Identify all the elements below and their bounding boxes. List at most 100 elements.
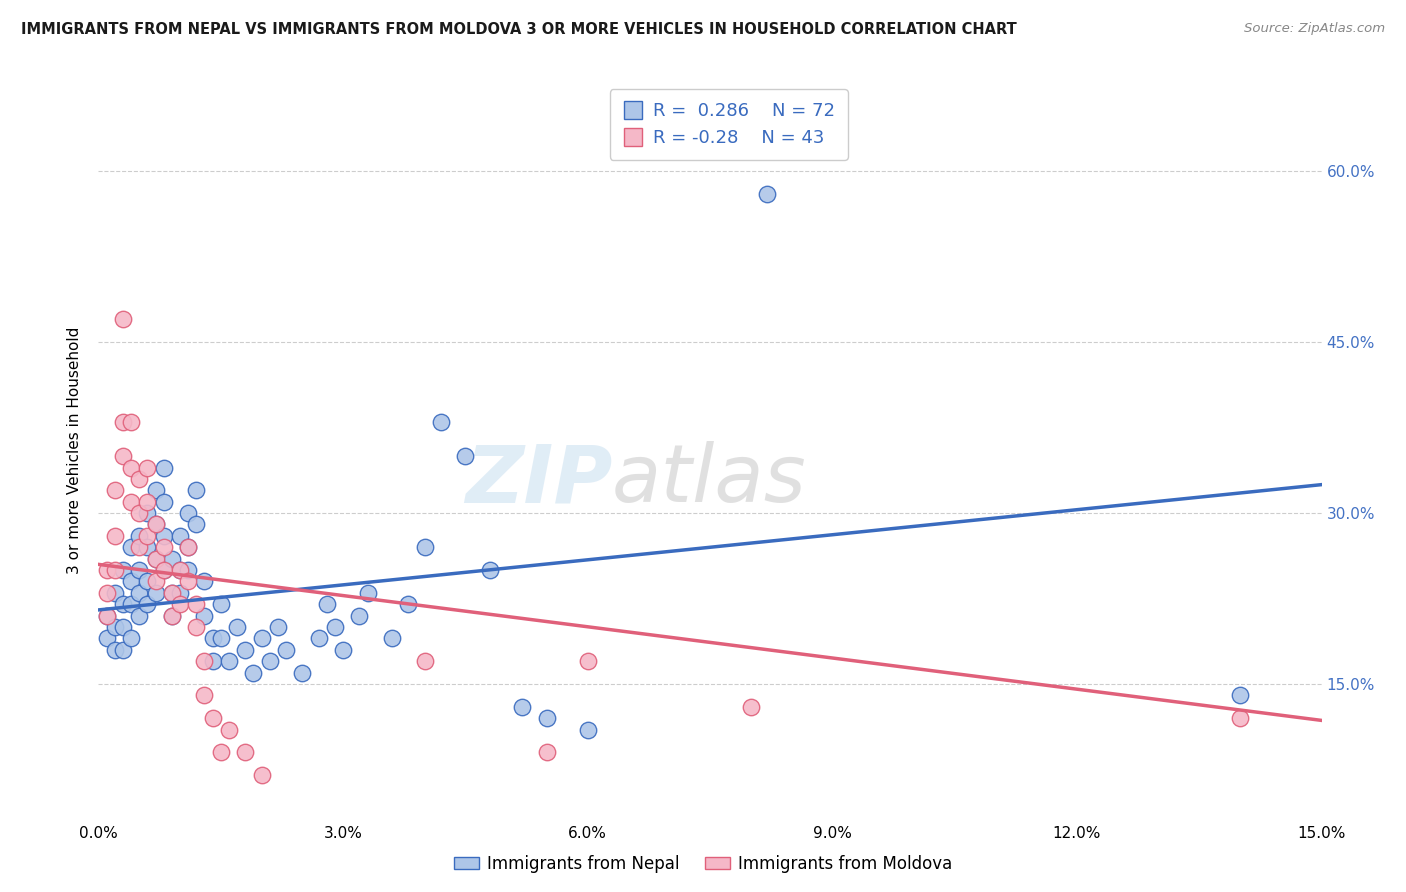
Point <box>209 632 232 646</box>
Point <box>152 541 174 555</box>
Point <box>209 745 232 759</box>
Point <box>250 768 273 782</box>
Point <box>152 494 174 508</box>
Point <box>740 699 762 714</box>
Point <box>111 563 134 577</box>
Point <box>136 529 159 543</box>
Point <box>356 586 378 600</box>
Point <box>145 517 167 532</box>
Point <box>111 415 134 429</box>
Point <box>186 517 208 532</box>
Point <box>259 654 281 668</box>
Point <box>218 654 240 668</box>
Point <box>128 506 150 520</box>
Point <box>104 563 127 577</box>
Point <box>104 483 127 498</box>
Point <box>332 642 354 657</box>
Point <box>536 745 558 759</box>
Y-axis label: 3 or more Vehicles in Household: 3 or more Vehicles in Household <box>67 326 83 574</box>
Point <box>315 597 337 611</box>
Point <box>128 586 150 600</box>
Point <box>430 415 453 429</box>
Point <box>136 460 159 475</box>
Point <box>1229 711 1251 725</box>
Point <box>136 506 159 520</box>
Point <box>396 597 419 611</box>
Point <box>120 632 142 646</box>
Point <box>242 665 264 680</box>
Point <box>177 563 200 577</box>
Point <box>120 415 142 429</box>
Point <box>177 506 200 520</box>
Point <box>177 541 200 555</box>
Text: IMMIGRANTS FROM NEPAL VS IMMIGRANTS FROM MOLDOVA 3 OR MORE VEHICLES IN HOUSEHOLD: IMMIGRANTS FROM NEPAL VS IMMIGRANTS FROM… <box>21 22 1017 37</box>
Point <box>145 551 167 566</box>
Point <box>160 608 183 623</box>
Point <box>128 563 150 577</box>
Point <box>128 472 150 486</box>
Point <box>250 632 273 646</box>
Point <box>226 620 249 634</box>
Point <box>145 586 167 600</box>
Point <box>111 620 134 634</box>
Point <box>308 632 330 646</box>
Point <box>576 723 599 737</box>
Point <box>274 642 297 657</box>
Point <box>186 620 208 634</box>
Point <box>193 654 215 668</box>
Point <box>104 642 127 657</box>
Point <box>145 551 167 566</box>
Point <box>169 586 191 600</box>
Point <box>96 632 118 646</box>
Point <box>413 541 436 555</box>
Point <box>193 574 215 589</box>
Point <box>111 449 134 463</box>
Point <box>104 620 127 634</box>
Point <box>177 574 200 589</box>
Point <box>104 586 127 600</box>
Point <box>120 541 142 555</box>
Point <box>201 632 224 646</box>
Point <box>152 460 174 475</box>
Point <box>152 563 174 577</box>
Point <box>756 187 779 202</box>
Point <box>233 745 256 759</box>
Point <box>96 586 118 600</box>
Legend: R =  0.286    N = 72, R = -0.28    N = 43: R = 0.286 N = 72, R = -0.28 N = 43 <box>610 89 848 160</box>
Text: Source: ZipAtlas.com: Source: ZipAtlas.com <box>1244 22 1385 36</box>
Point <box>145 517 167 532</box>
Point <box>128 529 150 543</box>
Point <box>120 460 142 475</box>
Point <box>478 563 501 577</box>
Point <box>160 608 183 623</box>
Point <box>454 449 477 463</box>
Point <box>1229 689 1251 703</box>
Point <box>291 665 314 680</box>
Point <box>104 529 127 543</box>
Point <box>576 654 599 668</box>
Point <box>169 563 191 577</box>
Point <box>120 494 142 508</box>
Point <box>160 586 183 600</box>
Point <box>136 574 159 589</box>
Point <box>111 312 134 326</box>
Point <box>136 541 159 555</box>
Point <box>128 541 150 555</box>
Point <box>186 597 208 611</box>
Point <box>111 597 134 611</box>
Point <box>169 563 191 577</box>
Point <box>349 608 371 623</box>
Point <box>193 608 215 623</box>
Point <box>136 494 159 508</box>
Point <box>186 483 208 498</box>
Point <box>323 620 346 634</box>
Point <box>160 551 183 566</box>
Point <box>128 608 150 623</box>
Point <box>96 608 118 623</box>
Point <box>169 529 191 543</box>
Point <box>145 483 167 498</box>
Point <box>96 563 118 577</box>
Point <box>177 541 200 555</box>
Point <box>233 642 256 657</box>
Point <box>413 654 436 668</box>
